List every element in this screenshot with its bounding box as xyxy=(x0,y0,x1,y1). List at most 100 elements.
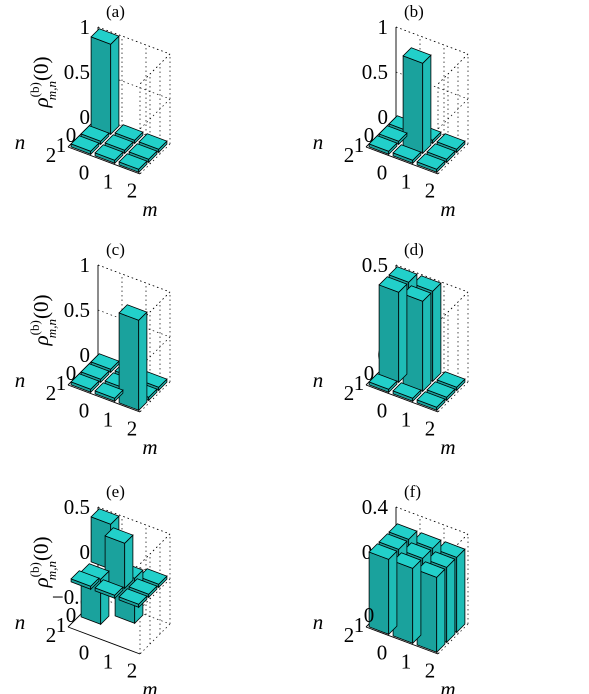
bar-side-face xyxy=(138,311,148,412)
bar-m0-n2 xyxy=(70,373,100,394)
n-tick-label: 1 xyxy=(56,613,67,637)
bar-side-face xyxy=(456,548,466,634)
panel-label: (e) xyxy=(106,482,125,501)
grid-line xyxy=(437,291,469,323)
n-tick-label: 0 xyxy=(364,603,375,627)
m-tick-label: 2 xyxy=(127,179,138,203)
bar-m1-n1 xyxy=(104,527,134,590)
bar-m1-n2 xyxy=(94,144,124,165)
m-tick-label: 2 xyxy=(127,659,138,683)
bar-m1-n2 xyxy=(94,579,124,600)
bar-top-face xyxy=(90,353,120,370)
grid-line xyxy=(395,264,469,293)
n-tick-label: 2 xyxy=(344,381,355,405)
z-tick-label: 0.5 xyxy=(64,60,90,84)
bar-top-face xyxy=(104,527,134,544)
z-tick-label: 1 xyxy=(80,15,91,39)
n-tick-label: 0 xyxy=(66,361,77,385)
bar-m0-n0 xyxy=(90,28,120,136)
bar-front-face xyxy=(90,36,112,135)
bar-top-face xyxy=(436,371,466,388)
m-axis-label: m xyxy=(142,197,157,221)
bar-top-face xyxy=(392,382,422,399)
z-tick-label: 0 xyxy=(80,343,91,367)
grid-line xyxy=(97,506,171,535)
bar-top-face xyxy=(80,363,110,380)
bar-m0-n2 xyxy=(368,543,398,636)
bar-m2-n0 xyxy=(436,133,466,154)
bar-top-face xyxy=(378,276,408,293)
grid-line xyxy=(97,596,171,625)
bar-top-face xyxy=(436,133,466,150)
bar-m0-n2 xyxy=(368,373,398,394)
bar-m0-n1 xyxy=(378,125,408,146)
grid-line xyxy=(437,98,469,130)
bar-m1-n1 xyxy=(402,285,432,393)
bar-m2-n2 xyxy=(416,561,446,654)
n-tick-label: 0 xyxy=(66,603,77,627)
bar-top-face xyxy=(80,563,110,580)
panel-label: (a) xyxy=(106,2,125,21)
bar-m2-n2 xyxy=(416,153,446,174)
grid-line xyxy=(97,264,171,293)
bar-top-face xyxy=(70,570,100,587)
axis-line xyxy=(365,626,439,655)
grid-line xyxy=(139,53,171,85)
n-tick-label: 2 xyxy=(46,623,57,647)
z-tick-label: 1 xyxy=(80,253,91,277)
m-tick-label: 0 xyxy=(377,161,388,185)
bar-m2-n1 xyxy=(128,578,158,599)
bar-top-face xyxy=(426,143,456,160)
bar-top-face xyxy=(114,124,144,141)
m-axis-label: m xyxy=(142,677,157,694)
bar-top-face xyxy=(402,47,432,64)
n-tick-label: 2 xyxy=(344,143,355,167)
y-axis-label: ρ(b) m,n(0) xyxy=(27,537,59,589)
bar-top-face xyxy=(94,144,124,161)
m-tick-label: 1 xyxy=(401,170,412,194)
axis-line xyxy=(365,146,439,175)
grid-line xyxy=(97,264,171,293)
bar-top-face xyxy=(70,135,100,152)
bar-m0-n2 xyxy=(70,135,100,156)
bar-m1-n2 xyxy=(392,144,422,165)
bar-top-face xyxy=(90,508,120,525)
bar-top-face xyxy=(104,134,134,151)
z-tick-label: 0.5 xyxy=(362,253,388,277)
bar-top-face xyxy=(416,391,446,408)
bar-top-face xyxy=(368,373,398,390)
bar-top-face xyxy=(378,125,408,142)
grid-line xyxy=(395,26,469,55)
axis-line xyxy=(67,146,141,175)
y-axis-label: ρ(b) m,n(0) xyxy=(27,295,59,347)
m-tick-label: 0 xyxy=(79,399,90,423)
bar-top-face xyxy=(128,578,158,595)
m-tick-label: 2 xyxy=(425,179,436,203)
z-tick-label: 0.4 xyxy=(362,495,389,519)
n-axis-label: n xyxy=(15,130,26,154)
m-axis-label: m xyxy=(440,435,455,459)
z-tick-label: 0.5 xyxy=(362,60,388,84)
n-tick-label: 1 xyxy=(56,133,67,157)
bar-top-face xyxy=(426,381,456,398)
m-tick-label: 1 xyxy=(103,408,114,432)
m-tick-label: 0 xyxy=(377,399,388,423)
bar-m1-n1 xyxy=(402,47,432,155)
y-axis-label: ρ(b) m,n(0) xyxy=(27,57,59,109)
m-tick-label: 2 xyxy=(425,417,436,441)
bar-m0-n2 xyxy=(70,570,100,591)
z-tick-label: 0 xyxy=(80,105,91,129)
m-tick-label: 2 xyxy=(127,417,138,441)
bar-top-face xyxy=(94,382,124,399)
bar-front-face xyxy=(402,55,424,154)
bar-m2-n2 xyxy=(416,391,446,412)
n-tick-label: 1 xyxy=(354,133,365,157)
bar-side-face xyxy=(422,54,432,155)
panel-label: (d) xyxy=(404,240,424,259)
bar-side-face xyxy=(110,35,120,136)
n-tick-label: 2 xyxy=(46,143,57,167)
bar-top-face xyxy=(368,135,398,152)
